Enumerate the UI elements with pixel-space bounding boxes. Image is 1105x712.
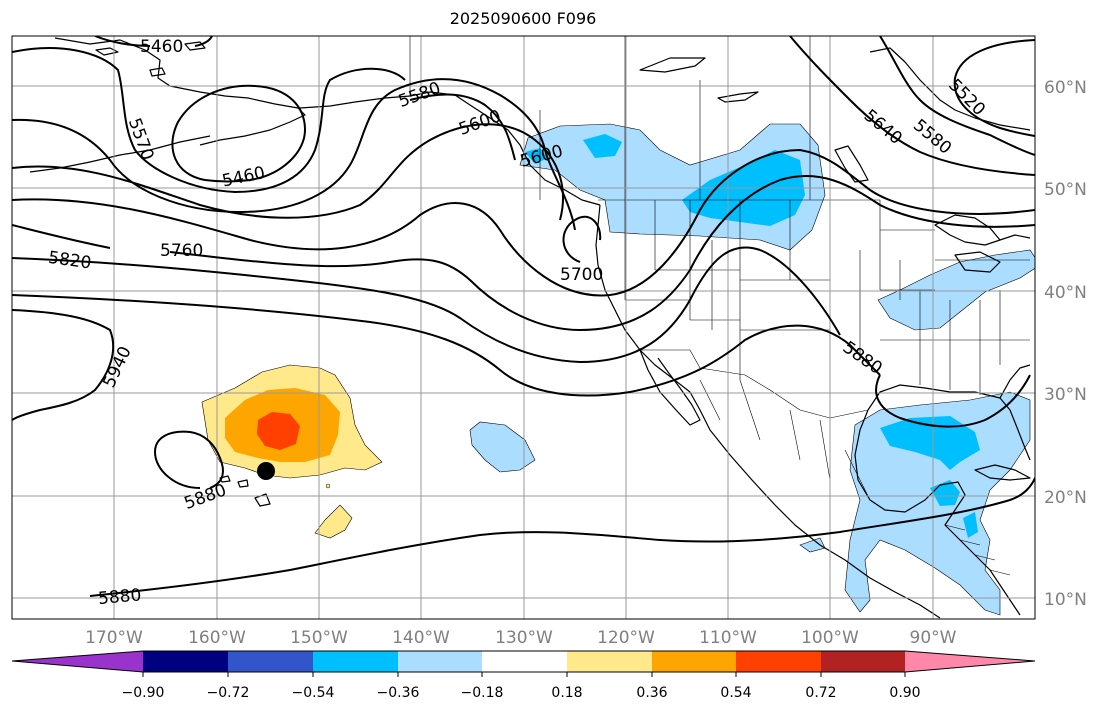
map-frame bbox=[11, 35, 1036, 620]
lon-label-170w: 170°W bbox=[85, 628, 143, 648]
lat-label-40: 40°N bbox=[1044, 283, 1087, 303]
colorbar-tick-label-5: −0.18 bbox=[461, 685, 504, 701]
lon-label-140w: 140°W bbox=[392, 628, 450, 648]
contour-5760 bbox=[12, 148, 1035, 297]
colorbar-tick-label-8: 0.54 bbox=[720, 685, 751, 701]
colorbar-segment-8 bbox=[736, 651, 821, 672]
fill-northwest-dot bbox=[525, 148, 548, 164]
colorbar-extend-low bbox=[12, 651, 143, 672]
colorbar-segment-9 bbox=[821, 651, 905, 672]
lon-label-150w: 150°W bbox=[290, 628, 348, 648]
coastline-alaska bbox=[54, 37, 411, 146]
contour-5820 bbox=[12, 175, 1035, 332]
border-us-mexico bbox=[640, 349, 869, 419]
coastline-florida bbox=[999, 364, 1031, 399]
lat-label-60: 60°N bbox=[1044, 78, 1087, 98]
contour-5640-nw bbox=[12, 123, 564, 221]
lon-label-160w: 160°W bbox=[188, 628, 246, 648]
lat-label-10: 10°N bbox=[1044, 590, 1087, 610]
fill-gulf-mid bbox=[880, 416, 980, 470]
coastline-hudson bbox=[869, 47, 1031, 131]
contour-label-5760: 5760 bbox=[160, 241, 203, 261]
coastline-west-coast bbox=[595, 204, 941, 619]
contour-label-5460-top: 5460 bbox=[140, 37, 183, 57]
contour-5580-tr bbox=[879, 36, 1035, 156]
contour-5520 bbox=[953, 39, 1035, 137]
latitude-labels: 60°N 50°N 40°N 30°N 20°N 10°N bbox=[1044, 78, 1087, 610]
colorbar-tick-label-10: 0.90 bbox=[889, 685, 920, 701]
colorbar-tick-label-7: 0.36 bbox=[636, 685, 667, 701]
fill-central-pacific-blue bbox=[469, 421, 536, 473]
contour-low-5460 bbox=[171, 84, 307, 183]
lon-label-130w: 130°W bbox=[495, 628, 553, 648]
contour-5880-gulf bbox=[875, 374, 1031, 428]
colorbar-tick-label-3: −0.54 bbox=[292, 685, 335, 701]
contour-5570 bbox=[12, 47, 406, 194]
colorbar: −0.90 −0.72 −0.54 −0.36 −0.18 0.18 0.36 … bbox=[11, 650, 1036, 701]
border-central-america bbox=[944, 524, 1011, 576]
contour-5460-top bbox=[94, 36, 213, 47]
contour-label-5880-south: 5880 bbox=[97, 585, 142, 609]
lat-label-30: 30°N bbox=[1044, 385, 1087, 405]
fill-great-lakes bbox=[877, 249, 1035, 331]
coastline-cuba bbox=[974, 464, 1031, 481]
colorbar-tick-label-9: 0.72 bbox=[805, 685, 836, 701]
storm-marker bbox=[257, 462, 275, 480]
fill-hawaii-south-yellow bbox=[314, 504, 353, 539]
border-us-canada bbox=[598, 199, 935, 231]
anomaly-fills bbox=[201, 123, 1035, 616]
coastlines bbox=[29, 37, 1031, 619]
fill-hawaii-tiny bbox=[325, 483, 331, 489]
longitude-labels: 170°W 160°W 150°W 140°W 130°W 120°W 110°… bbox=[85, 628, 957, 648]
contour-5880-mex bbox=[12, 294, 881, 397]
contour-5640-tr bbox=[789, 36, 1035, 176]
height-contours bbox=[12, 36, 1035, 597]
lat-label-50: 50°N bbox=[1044, 180, 1087, 200]
contour-5940 bbox=[12, 309, 115, 421]
contour-5580 bbox=[12, 78, 576, 231]
fill-hawaii-red bbox=[257, 412, 300, 450]
fill-yucatan-mid bbox=[930, 480, 960, 506]
colorbar-tick-label-1: −0.90 bbox=[122, 685, 165, 701]
border-mexico-states bbox=[699, 379, 871, 501]
lake-great-slave bbox=[639, 57, 706, 73]
lake-winnipeg bbox=[834, 145, 869, 183]
contour-label-5700: 5700 bbox=[560, 265, 603, 285]
colorbar-tick-label-4: −0.36 bbox=[377, 685, 420, 701]
colorbar-tick-label-6: 0.18 bbox=[551, 685, 582, 701]
fill-central-america-mid bbox=[963, 512, 978, 538]
lat-label-20: 20°N bbox=[1044, 488, 1087, 508]
contour-hawaii-5880 bbox=[153, 430, 224, 489]
contour-5880-north bbox=[12, 246, 841, 364]
lon-label-110w: 110°W bbox=[699, 628, 757, 648]
colorbar-segment-6 bbox=[567, 651, 652, 672]
colorbar-tick-label-2: −0.72 bbox=[207, 685, 250, 701]
coastline-bering-island bbox=[95, 41, 206, 77]
border-canada-provinces bbox=[539, 36, 811, 200]
colorbar-segment-7 bbox=[652, 651, 736, 672]
coastline-great-lakes bbox=[934, 214, 1031, 273]
colorbar-segment-5 bbox=[482, 651, 567, 672]
lon-label-100w: 100°W bbox=[801, 628, 859, 648]
colorbar-segment-2 bbox=[228, 651, 313, 672]
border-states-east bbox=[879, 230, 1030, 395]
lon-label-120w: 120°W bbox=[597, 628, 655, 648]
coastline-hawaii bbox=[219, 475, 271, 507]
contour-5700 bbox=[562, 215, 602, 263]
fill-northwest-small bbox=[583, 134, 622, 158]
lon-label-90w: 90°W bbox=[910, 628, 957, 648]
contour-5600-bc bbox=[409, 93, 516, 161]
contour-5880-south bbox=[89, 477, 1035, 597]
map-title: 2025090600 F096 bbox=[449, 9, 597, 28]
graticule bbox=[12, 36, 1035, 619]
colorbar-segment-4 bbox=[398, 651, 482, 672]
colorbar-segment-1 bbox=[143, 651, 228, 672]
lake-great-bear bbox=[717, 91, 759, 103]
colorbar-segment-3 bbox=[313, 651, 398, 672]
coastline-gulf bbox=[867, 384, 1031, 461]
colorbar-extend-high bbox=[905, 651, 1035, 672]
